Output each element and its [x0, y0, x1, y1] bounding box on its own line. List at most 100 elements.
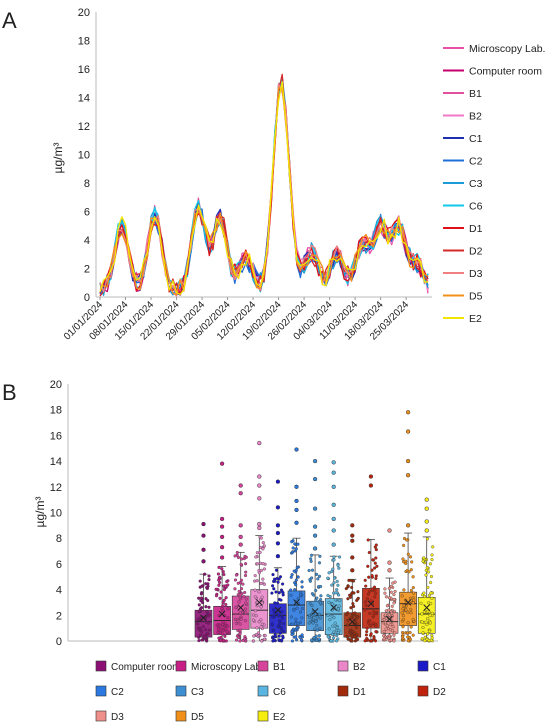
data-point — [282, 630, 286, 634]
data-point — [244, 570, 248, 574]
data-point — [311, 621, 315, 625]
box-mean-marker — [330, 604, 338, 611]
data-point — [275, 601, 280, 605]
data-point — [280, 616, 285, 620]
data-point — [221, 601, 225, 605]
data-point — [221, 638, 226, 642]
data-point — [401, 618, 406, 622]
box-chart-y-axis-label: µg/m³ — [33, 497, 47, 528]
data-point — [372, 621, 376, 625]
outlier-point — [331, 542, 336, 547]
data-point — [218, 628, 222, 632]
data-point — [261, 577, 265, 581]
outlier-point — [257, 521, 262, 527]
data-point — [234, 573, 239, 577]
data-point — [197, 609, 202, 613]
data-point — [261, 541, 265, 545]
data-point — [253, 588, 257, 592]
data-point — [349, 595, 353, 599]
data-point — [411, 575, 415, 579]
data-point — [253, 574, 257, 578]
legend-label: D2 — [469, 246, 483, 258]
box-mean-marker — [255, 599, 263, 606]
data-point — [239, 562, 243, 566]
data-point — [365, 597, 369, 601]
outlier-point — [312, 506, 318, 511]
y-tick-label: 18 — [78, 36, 90, 48]
data-point — [420, 620, 424, 624]
data-point — [419, 601, 423, 605]
data-point — [298, 610, 303, 614]
data-point — [270, 622, 274, 626]
data-point — [391, 625, 395, 629]
outlier-point — [331, 484, 336, 489]
data-point — [400, 611, 404, 615]
legend-label: C6 — [273, 687, 286, 698]
data-point — [319, 594, 323, 598]
data-point — [261, 547, 265, 551]
outlier-point — [238, 534, 243, 540]
box-chart-legend: Computer room Microscopy Lab. B1 B2 C1 C2 C3 C6… — [95, 660, 446, 723]
data-point — [259, 581, 263, 586]
data-point — [233, 554, 237, 558]
data-point — [243, 573, 248, 578]
data-point — [332, 555, 336, 559]
data-point — [409, 625, 413, 629]
outlier-point — [275, 479, 281, 484]
data-point — [275, 576, 279, 581]
data-point — [425, 537, 429, 541]
data-point — [402, 560, 406, 564]
legend-swatch — [337, 660, 349, 672]
data-point — [289, 588, 293, 592]
data-point — [197, 635, 201, 639]
data-point — [274, 568, 279, 572]
legend-swatch — [95, 660, 107, 672]
data-point — [251, 639, 256, 643]
data-point — [224, 627, 228, 631]
box-mean-marker — [423, 604, 431, 611]
data-point — [290, 632, 294, 636]
data-point — [200, 638, 204, 642]
data-point — [368, 611, 372, 615]
data-point — [390, 629, 395, 633]
data-point — [356, 590, 360, 594]
data-point — [430, 558, 434, 562]
data-point — [289, 575, 293, 579]
data-point — [234, 638, 239, 642]
data-point — [335, 579, 339, 583]
data-point — [366, 638, 370, 642]
data-point — [238, 593, 242, 597]
outlier-point — [219, 555, 225, 560]
data-point — [278, 575, 283, 579]
y-tick-label: 6 — [84, 207, 90, 219]
data-point — [327, 571, 331, 575]
outlier-point — [312, 524, 318, 529]
outlier-point — [219, 516, 225, 522]
legend-label: Microscopy Lab. — [191, 662, 264, 673]
data-point — [243, 637, 247, 641]
data-point — [383, 621, 388, 625]
outlier-point — [424, 497, 429, 502]
y-tick-label: 14 — [50, 456, 62, 468]
data-point — [205, 610, 209, 614]
outlier-point — [350, 538, 355, 543]
data-point — [273, 601, 277, 605]
outlier-point — [405, 410, 411, 415]
data-point — [346, 597, 350, 601]
data-point — [300, 633, 304, 637]
outlier-point — [219, 461, 225, 466]
data-point — [281, 582, 285, 586]
legend-label: E2 — [273, 712, 286, 723]
outlier-point — [331, 470, 336, 475]
data-point — [383, 591, 387, 595]
outlier-point — [312, 546, 318, 551]
data-point — [368, 623, 372, 628]
data-point — [317, 637, 321, 641]
data-point — [205, 585, 209, 590]
data-point — [431, 545, 435, 549]
outlier-point — [294, 520, 299, 525]
y-tick-label: 10 — [78, 150, 90, 162]
data-point — [222, 572, 226, 577]
data-point — [355, 615, 359, 619]
data-point — [260, 639, 264, 643]
